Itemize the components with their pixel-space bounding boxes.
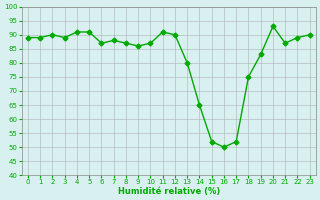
X-axis label: Humidité relative (%): Humidité relative (%) xyxy=(118,187,220,196)
